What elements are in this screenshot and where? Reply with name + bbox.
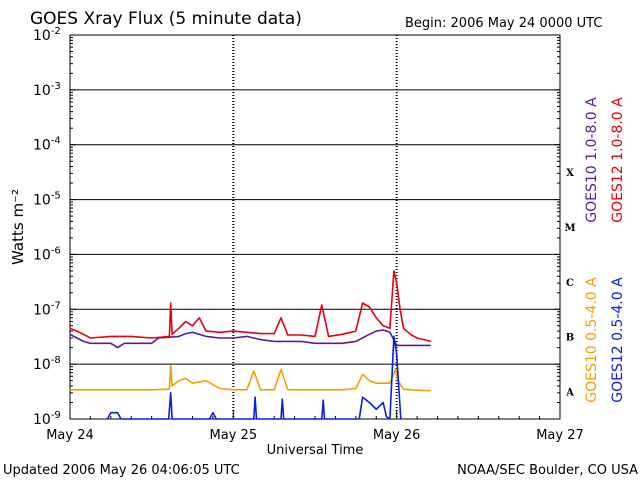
x-tick-label: May 26 xyxy=(373,428,421,443)
y-axis: 10-9 10-8 10-7 10-6 10-5 10-4 10-3 10-2 xyxy=(33,26,560,428)
legend-goes10-1-0-8-0-a: GOES10 1.0-8.0 A xyxy=(584,97,600,223)
y-tick-label: 10-2 xyxy=(33,26,61,44)
x-tick-label: May 24 xyxy=(46,428,94,443)
y-axis-label: Watts m⁻² xyxy=(9,189,27,265)
series-goes10-0-5-4-0-a xyxy=(70,364,431,392)
y-tick-label: 10-5 xyxy=(33,191,61,209)
x-tick-label: May 27 xyxy=(536,428,584,443)
legend-goes10-0-5-4-0-a: GOES10 0.5-4.0 A xyxy=(584,277,600,403)
flare-class-x: X xyxy=(566,168,574,179)
legend-goes12-0-5-4-0-a: GOES12 0.5-4.0 A xyxy=(610,277,626,403)
y-tick-label: 10-9 xyxy=(33,410,61,428)
flare-class-b: B xyxy=(566,333,574,344)
series-goes10-1-0-8-0-a xyxy=(69,329,431,349)
y-tick-label: 10-4 xyxy=(33,136,61,154)
y-tick-label: 10-3 xyxy=(33,81,61,99)
flare-class-labels: X M C B A xyxy=(564,168,575,398)
updated-timestamp: Updated 2006 May 26 04:06:05 UTC xyxy=(3,463,240,478)
plot-frame xyxy=(69,34,561,420)
plot-grid xyxy=(70,35,560,419)
flare-class-a: A xyxy=(565,388,574,399)
legend: GOES10 1.0-8.0 A GOES12 1.0-8.0 A GOES10 0… xyxy=(584,97,626,403)
y-tick-label: 10-7 xyxy=(33,300,61,318)
source-credit: NOAA/SEC Boulder, CO USA xyxy=(457,463,638,478)
flare-class-m: M xyxy=(564,223,575,234)
legend-goes12-1-0-8-0-a: GOES12 1.0-8.0 A xyxy=(610,97,626,223)
y-tick-label: 10-6 xyxy=(33,245,61,263)
chart-title: GOES Xray Flux (5 minute data) xyxy=(30,9,302,29)
x-axis-label: Universal Time xyxy=(267,443,364,458)
x-tick-label: May 25 xyxy=(210,428,258,443)
flare-class-c: C xyxy=(566,278,574,289)
begin-date: Begin: 2006 May 24 0000 UTC xyxy=(405,16,602,31)
y-tick-label: 10-8 xyxy=(33,355,61,373)
series-goes12-1-0-8-0-a xyxy=(69,270,431,343)
data-series xyxy=(69,270,431,420)
series-goes12-0-5-4-0-a xyxy=(106,335,402,420)
x-axis: May 24 May 25 May 26 May 27 xyxy=(46,411,584,443)
